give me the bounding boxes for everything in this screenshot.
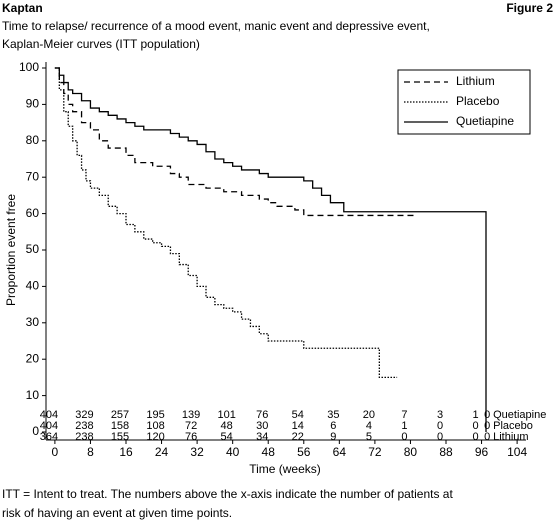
at-risk-count: 257 (111, 409, 129, 421)
at-risk-count: 0 (484, 409, 490, 421)
header-right: Figure 2 (506, 1, 553, 15)
at-risk-count: 20 (363, 409, 375, 421)
y-axis-label: Proportion event free (4, 194, 18, 306)
chart-title: Kaplan-Meier curves (ITT population) (2, 37, 200, 51)
x-tick-label: 40 (226, 445, 240, 459)
at-risk-count: 1 (472, 409, 478, 421)
x-tick-label: 24 (155, 445, 169, 459)
x-tick-label: 8 (87, 445, 94, 459)
at-risk-count: 195 (146, 409, 164, 421)
legend-label: Placebo (456, 94, 500, 108)
at-risk-count: 34 (256, 431, 268, 443)
at-risk-count: 238 (75, 431, 93, 443)
legend-label: Lithium (456, 74, 495, 88)
at-risk-count: 6 (330, 420, 336, 432)
at-risk-count: 48 (221, 420, 233, 432)
y-tick-label: 0 (32, 424, 39, 438)
y-tick-label: 70 (26, 169, 40, 183)
at-risk-count: 4 (366, 420, 372, 432)
header-left: Kaptan (2, 1, 43, 15)
at-risk-count: 76 (185, 431, 197, 443)
at-risk-count: 30 (256, 420, 268, 432)
y-tick-label: 60 (26, 206, 40, 220)
km-curve (54, 67, 415, 217)
x-tick-label: 80 (404, 445, 418, 459)
x-tick-label: 88 (439, 445, 453, 459)
x-tick-label: 56 (297, 445, 311, 459)
x-tick-label: 96 (475, 445, 489, 459)
at-risk-count: 120 (146, 431, 164, 443)
at-risk-name: Lithium (493, 431, 528, 443)
at-risk-count: 3 (437, 409, 443, 421)
at-risk-count: 54 (221, 431, 233, 443)
at-risk-count: 108 (146, 420, 164, 432)
x-tick-label: 32 (190, 445, 204, 459)
at-risk-count: 0 (472, 431, 478, 443)
x-tick-label: 0 (52, 445, 59, 459)
at-risk-count: 9 (330, 431, 336, 443)
at-risk-count: 0 (472, 420, 478, 432)
x-tick-label: 64 (333, 445, 347, 459)
y-tick-label: 80 (26, 133, 40, 147)
y-tick-label: 10 (26, 388, 40, 402)
at-risk-count: 72 (185, 420, 197, 432)
footnote: ITT = Intent to treat. The numbers above… (2, 487, 453, 501)
at-risk-count: 404 (40, 420, 58, 432)
at-risk-count: 101 (217, 409, 235, 421)
y-tick-label: 30 (26, 315, 40, 329)
at-risk-count: 329 (75, 409, 93, 421)
y-tick-label: 40 (26, 279, 40, 293)
x-tick-label: 16 (119, 445, 133, 459)
at-risk-count: 5 (366, 431, 372, 443)
chart-title: Time to relapse/ recurrence of a mood ev… (2, 19, 430, 33)
at-risk-count: 0 (484, 431, 490, 443)
x-tick-label: 48 (262, 445, 276, 459)
at-risk-count: 238 (75, 420, 93, 432)
at-risk-count: 76 (256, 409, 268, 421)
at-risk-count: 364 (40, 431, 58, 443)
at-risk-count: 35 (327, 409, 339, 421)
y-tick-label: 90 (26, 97, 40, 111)
at-risk-count: 155 (111, 431, 129, 443)
x-axis-label: Time (weeks) (249, 462, 321, 476)
at-risk-count: 0 (401, 431, 407, 443)
at-risk-count: 404 (40, 409, 58, 421)
y-tick-label: 100 (19, 60, 39, 74)
y-tick-label: 50 (26, 242, 40, 256)
at-risk-count: 54 (292, 409, 304, 421)
legend-label: Quetiapine (456, 114, 514, 128)
x-tick-label: 104 (507, 445, 527, 459)
at-risk-name: Quetiapine (493, 409, 546, 421)
at-risk-count: 7 (401, 409, 407, 421)
at-risk-name: Placebo (493, 420, 533, 432)
at-risk-count: 0 (484, 420, 490, 432)
footnote: risk of having an event at given time po… (2, 506, 232, 520)
at-risk-count: 0 (437, 420, 443, 432)
at-risk-count: 22 (292, 431, 304, 443)
km-curve (54, 67, 398, 379)
at-risk-count: 0 (437, 431, 443, 443)
at-risk-count: 139 (182, 409, 200, 421)
at-risk-count: 158 (111, 420, 129, 432)
at-risk-count: 1 (401, 420, 407, 432)
at-risk-count: 14 (292, 420, 304, 432)
x-tick-label: 72 (368, 445, 382, 459)
y-tick-label: 20 (26, 351, 40, 365)
km-curve (54, 67, 487, 432)
